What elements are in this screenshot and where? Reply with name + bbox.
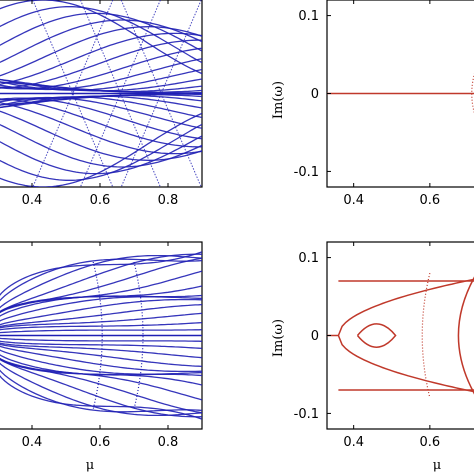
spectrum-branch — [0, 6, 202, 64]
dotted-arc — [421, 273, 431, 398]
spectrum-branch — [0, 19, 202, 64]
y-axis-label-bottom-right: Im(ω) — [271, 319, 286, 357]
x-tick-label: 0.6 — [90, 193, 111, 208]
spectrum-branch — [0, 303, 202, 328]
panel-top-right: 0.4 0.6 0.1 0 -0.1 Im(ω) — [271, 0, 474, 208]
bifurcation-branch-lower — [337, 335, 474, 393]
x-tick-label: 0.6 — [420, 435, 441, 450]
instability-loop — [356, 323, 397, 348]
spectrum-branch — [0, 12, 202, 52]
y-axis-label-top-right: Im(ω) — [271, 81, 286, 119]
spectrum-branch — [0, 321, 202, 331]
spectrum-branch — [0, 340, 202, 350]
spectrum-branch — [0, 375, 202, 420]
spectrum-branch — [0, 257, 202, 314]
y-tick-label: 0 — [311, 87, 319, 102]
spectrum-branch — [0, 345, 202, 373]
spectrum-crossing-branch — [79, 0, 161, 187]
spectrum-branch — [0, 102, 202, 155]
y-tick-label: 0.1 — [298, 251, 319, 266]
spectrum-crossing-branch — [79, 0, 161, 187]
spectrum-branch — [0, 251, 202, 296]
x-ticks-bottom-left: 0.4 0.6 0.8 — [22, 242, 179, 450]
spectrum-crossing-branch — [120, 0, 202, 187]
spectrum-branch — [0, 312, 202, 329]
spectrum-branch — [0, 96, 202, 119]
spectrum-crossing-branch — [32, 0, 114, 187]
spectrum-branch — [0, 123, 202, 181]
x-ticks-top-left: 0.4 0.6 0.8 — [22, 0, 179, 208]
x-tick-label: 0.8 — [158, 435, 179, 450]
x-axis-label-bottom-right: μ — [433, 458, 441, 473]
growth-rate-curves-bottom-right — [327, 273, 474, 398]
x-tick-label: 0.8 — [158, 193, 179, 208]
spectrum-branch — [0, 68, 202, 91]
spectrum-branch — [0, 254, 202, 309]
spectrum-crossing-branch — [32, 0, 114, 187]
x-tick-label: 0.4 — [343, 193, 364, 208]
plot-frame-bottom-right — [326, 241, 474, 430]
spectrum-branch — [0, 97, 202, 140]
y-ticks-top-right: 0.1 0 -0.1 — [294, 9, 331, 180]
y-tick-label: 0.1 — [298, 9, 319, 24]
spectrum-branch — [0, 78, 202, 92]
panel-top-left: 0.4 0.6 0.8 — [0, 0, 203, 208]
spectrum-branch — [0, 362, 202, 417]
x-tick-label: 0.4 — [22, 193, 43, 208]
spectrum-branch — [0, 298, 202, 326]
spectrum-branch — [0, 47, 202, 90]
x-axis-label-bottom-left: μ — [86, 458, 94, 473]
growth-rate-curves-top-right — [327, 73, 474, 114]
spectrum-branch — [0, 342, 202, 359]
spectrum-branch — [0, 123, 202, 168]
spectrum-crossing-branch — [120, 0, 202, 187]
panel-bottom-left: 0.4 0.6 0.8 μ — [0, 241, 203, 473]
spectrum-branch — [0, 329, 202, 334]
spectrum-branch — [0, 95, 202, 109]
outer-arc — [457, 276, 474, 395]
x-ticks-bottom-right: 0.4 0.6 — [343, 242, 440, 450]
spectrum-branch — [0, 337, 202, 342]
y-tick-label: -0.1 — [294, 165, 319, 180]
y-ticks-bottom-right: 0.1 0 -0.1 — [294, 251, 331, 422]
spectrum-branch — [0, 343, 202, 368]
spectrum-branch — [0, 357, 202, 414]
bifurcation-branch-upper — [337, 278, 474, 336]
x-tick-label: 0.4 — [22, 435, 43, 450]
y-tick-label: 0 — [311, 329, 319, 344]
x-tick-label: 0.6 — [90, 435, 111, 450]
spectrum-branch — [0, 32, 202, 85]
panel-bottom-right: 0.4 0.6 0.1 0 -0.1 Im(ω) μ — [271, 241, 474, 473]
x-ticks-top-right: 0.4 0.6 — [343, 0, 440, 208]
spectrum-curves-top-left — [0, 0, 202, 187]
spectrum-curves-bottom-left — [0, 251, 202, 420]
x-tick-label: 0.6 — [420, 193, 441, 208]
x-tick-label: 0.4 — [343, 435, 364, 450]
y-tick-label: -0.1 — [294, 407, 319, 422]
spectrum-branch — [0, 135, 202, 175]
